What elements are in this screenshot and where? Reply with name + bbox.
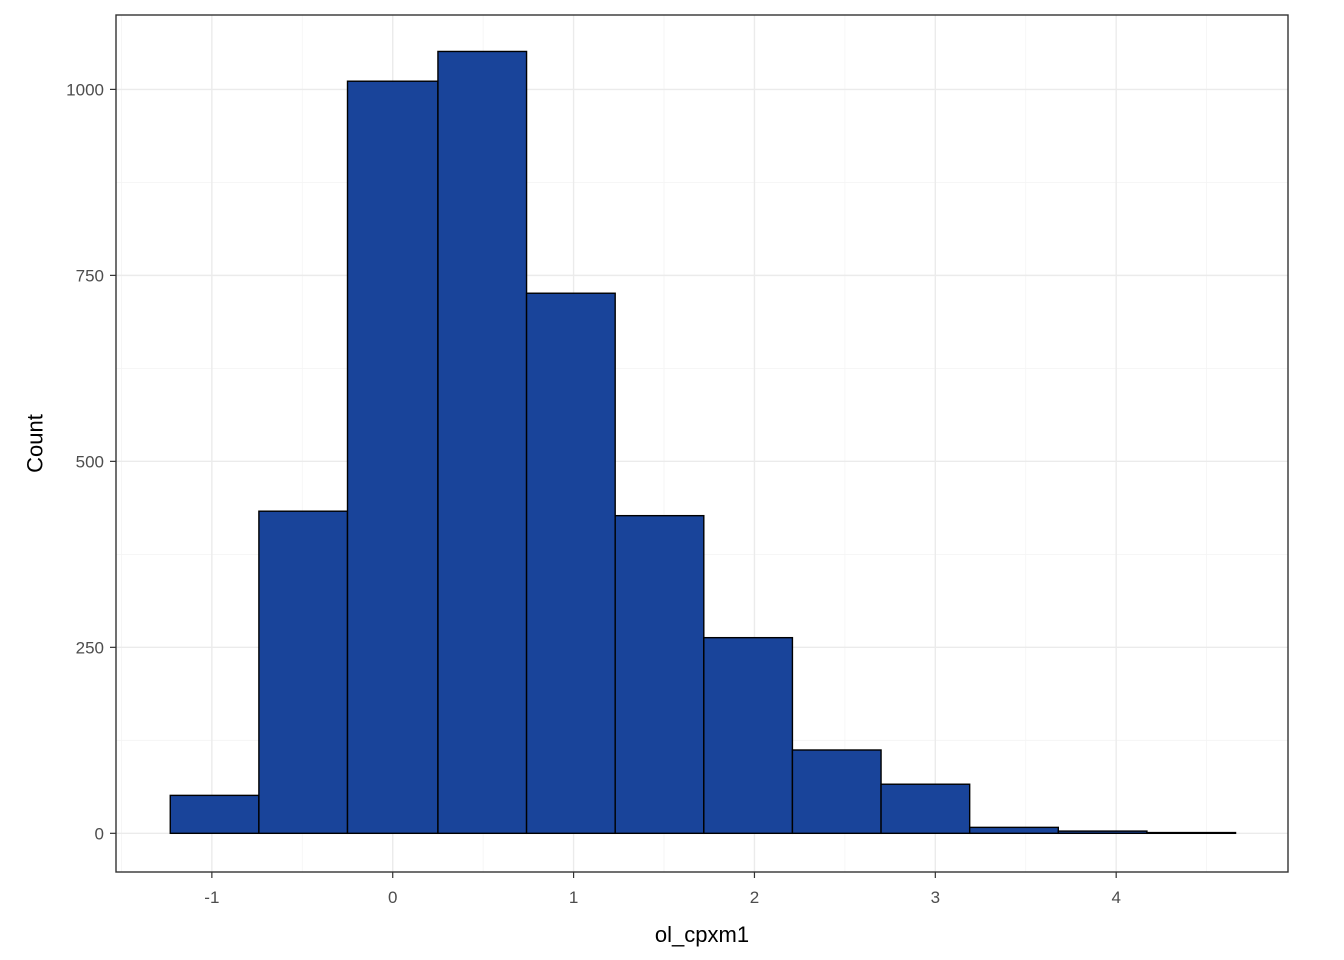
y-axis-title: Count	[23, 414, 48, 473]
x-tick-label: 2	[750, 888, 759, 907]
y-tick-label: 0	[95, 824, 104, 843]
y-axis: 0 250 500 750 1000	[66, 80, 116, 843]
histogram-bar	[791, 749, 882, 835]
x-tick-label: 3	[931, 888, 940, 907]
x-axis: -1 0 1 2 3 4	[204, 872, 1121, 907]
y-tick-label: 1000	[66, 80, 104, 99]
histogram-bar	[703, 636, 794, 835]
y-tick-label: 500	[76, 452, 104, 471]
histogram-bar	[614, 514, 705, 835]
histogram-bars	[169, 50, 1237, 835]
x-axis-title: ol_cpxm1	[655, 922, 749, 947]
x-tick-label: 0	[388, 888, 397, 907]
histogram-bar	[346, 80, 439, 835]
histogram-bar	[169, 794, 260, 835]
histogram-bar	[525, 292, 616, 835]
x-tick-label: 1	[569, 888, 578, 907]
histogram-bar	[1057, 830, 1148, 835]
x-tick-label: -1	[204, 888, 219, 907]
histogram-bar	[968, 826, 1060, 835]
histogram-bar	[1146, 831, 1237, 835]
y-tick-label: 250	[76, 638, 104, 657]
histogram-bar	[437, 50, 528, 835]
histogram-bar	[258, 510, 349, 835]
histogram-bar	[880, 783, 971, 835]
x-tick-label: 4	[1111, 888, 1120, 907]
plot-panel-border	[115, 14, 1289, 873]
y-tick-label: 750	[76, 266, 104, 285]
